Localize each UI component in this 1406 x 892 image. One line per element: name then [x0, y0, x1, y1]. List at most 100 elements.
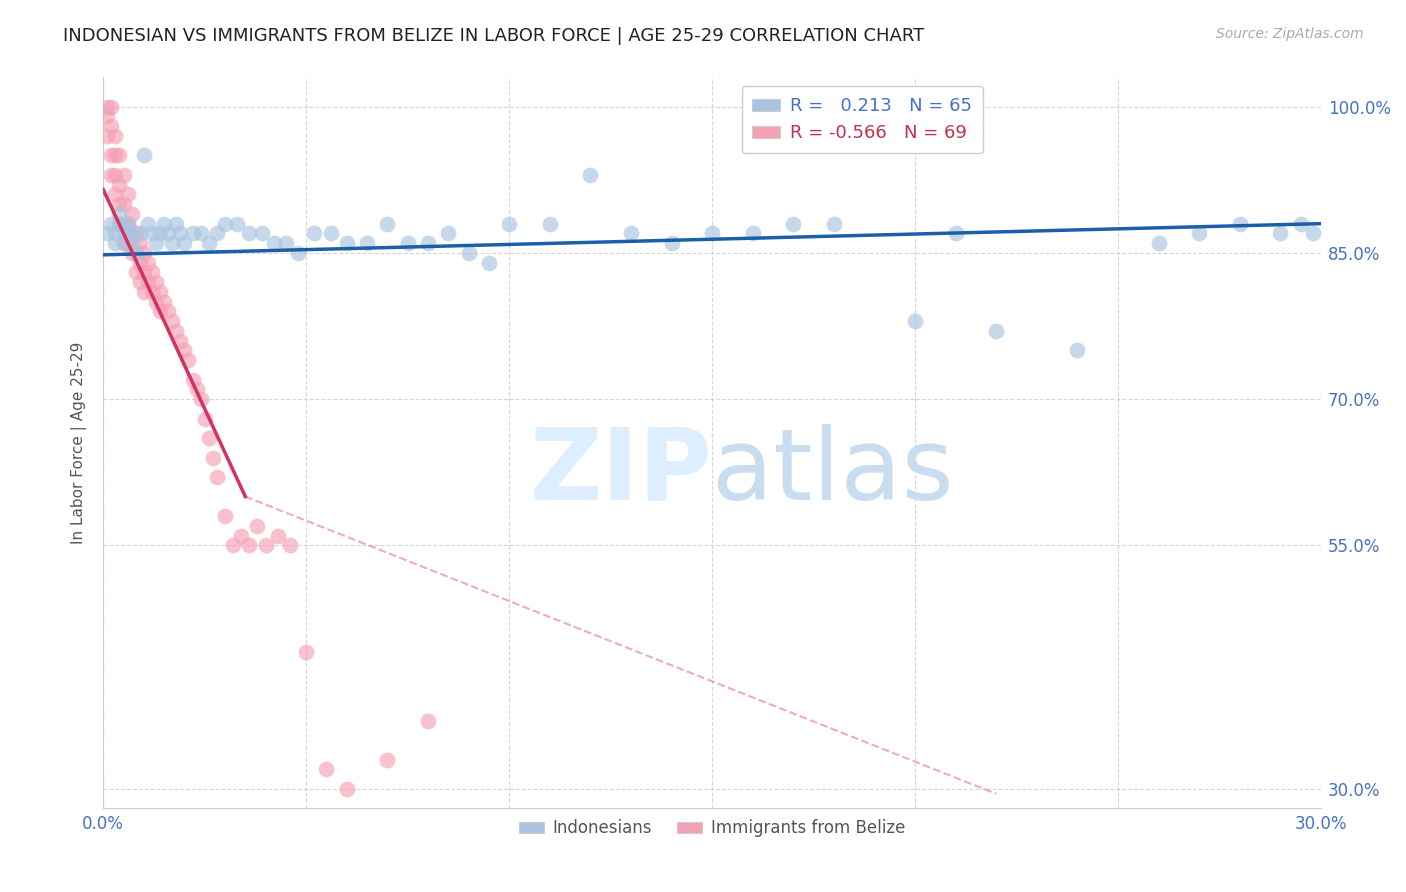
Point	[661, 236, 683, 251]
Point	[145, 236, 167, 251]
Point	[186, 382, 208, 396]
Point	[700, 227, 723, 241]
Point	[141, 227, 163, 241]
Point	[117, 217, 139, 231]
Point	[396, 236, 419, 251]
Point	[263, 236, 285, 251]
Point	[128, 275, 150, 289]
Point	[128, 227, 150, 241]
Point	[117, 227, 139, 241]
Point	[254, 538, 277, 552]
Point	[945, 227, 967, 241]
Point	[416, 236, 439, 251]
Point	[377, 753, 399, 767]
Point	[201, 450, 224, 465]
Point	[104, 187, 127, 202]
Text: ZIP: ZIP	[529, 424, 711, 521]
Point	[136, 275, 159, 289]
Point	[141, 285, 163, 299]
Point	[246, 518, 269, 533]
Point	[149, 304, 172, 318]
Point	[145, 294, 167, 309]
Point	[160, 314, 183, 328]
Point	[579, 168, 602, 182]
Point	[287, 245, 309, 260]
Point	[169, 227, 191, 241]
Point	[149, 285, 172, 299]
Point	[100, 148, 122, 162]
Point	[96, 110, 118, 124]
Point	[104, 227, 127, 241]
Point	[136, 217, 159, 231]
Point	[108, 217, 131, 231]
Point	[141, 265, 163, 279]
Point	[295, 645, 318, 659]
Point	[108, 197, 131, 211]
Point	[132, 148, 155, 162]
Point	[136, 255, 159, 269]
Point	[238, 227, 260, 241]
Point	[145, 275, 167, 289]
Point	[226, 217, 249, 231]
Point	[108, 148, 131, 162]
Point	[112, 236, 135, 251]
Point	[108, 207, 131, 221]
Point	[125, 227, 148, 241]
Point	[336, 781, 359, 796]
Point	[132, 245, 155, 260]
Point	[457, 245, 479, 260]
Point	[1066, 343, 1088, 358]
Point	[112, 217, 135, 231]
Point	[100, 119, 122, 133]
Point	[194, 411, 217, 425]
Text: INDONESIAN VS IMMIGRANTS FROM BELIZE IN LABOR FORCE | AGE 25-29 CORRELATION CHAR: INDONESIAN VS IMMIGRANTS FROM BELIZE IN …	[63, 27, 925, 45]
Point	[181, 227, 204, 241]
Point	[823, 217, 845, 231]
Point	[104, 128, 127, 143]
Point	[108, 217, 131, 231]
Point	[986, 324, 1008, 338]
Point	[377, 217, 399, 231]
Point	[1289, 217, 1312, 231]
Point	[165, 217, 187, 231]
Point	[132, 285, 155, 299]
Point	[157, 304, 180, 318]
Point	[1147, 236, 1170, 251]
Point	[205, 470, 228, 484]
Point	[121, 236, 143, 251]
Point	[121, 207, 143, 221]
Point	[181, 373, 204, 387]
Point	[177, 353, 200, 368]
Point	[121, 227, 143, 241]
Point	[190, 392, 212, 406]
Point	[96, 128, 118, 143]
Point	[1188, 227, 1211, 241]
Point	[100, 168, 122, 182]
Point	[250, 227, 273, 241]
Point	[1229, 217, 1251, 231]
Point	[319, 227, 342, 241]
Point	[165, 324, 187, 338]
Point	[128, 255, 150, 269]
Point	[214, 217, 236, 231]
Point	[173, 236, 195, 251]
Point	[117, 236, 139, 251]
Point	[214, 509, 236, 524]
Point	[315, 763, 337, 777]
Point	[117, 187, 139, 202]
Point	[274, 236, 297, 251]
Point	[498, 217, 520, 231]
Point	[153, 294, 176, 309]
Point	[238, 538, 260, 552]
Y-axis label: In Labor Force | Age 25-29: In Labor Force | Age 25-29	[72, 342, 87, 544]
Point	[125, 245, 148, 260]
Point	[125, 245, 148, 260]
Point	[117, 217, 139, 231]
Point	[190, 227, 212, 241]
Point	[112, 236, 135, 251]
Point	[1302, 227, 1324, 241]
Point	[149, 227, 172, 241]
Point	[231, 528, 253, 542]
Point	[112, 197, 135, 211]
Point	[100, 100, 122, 114]
